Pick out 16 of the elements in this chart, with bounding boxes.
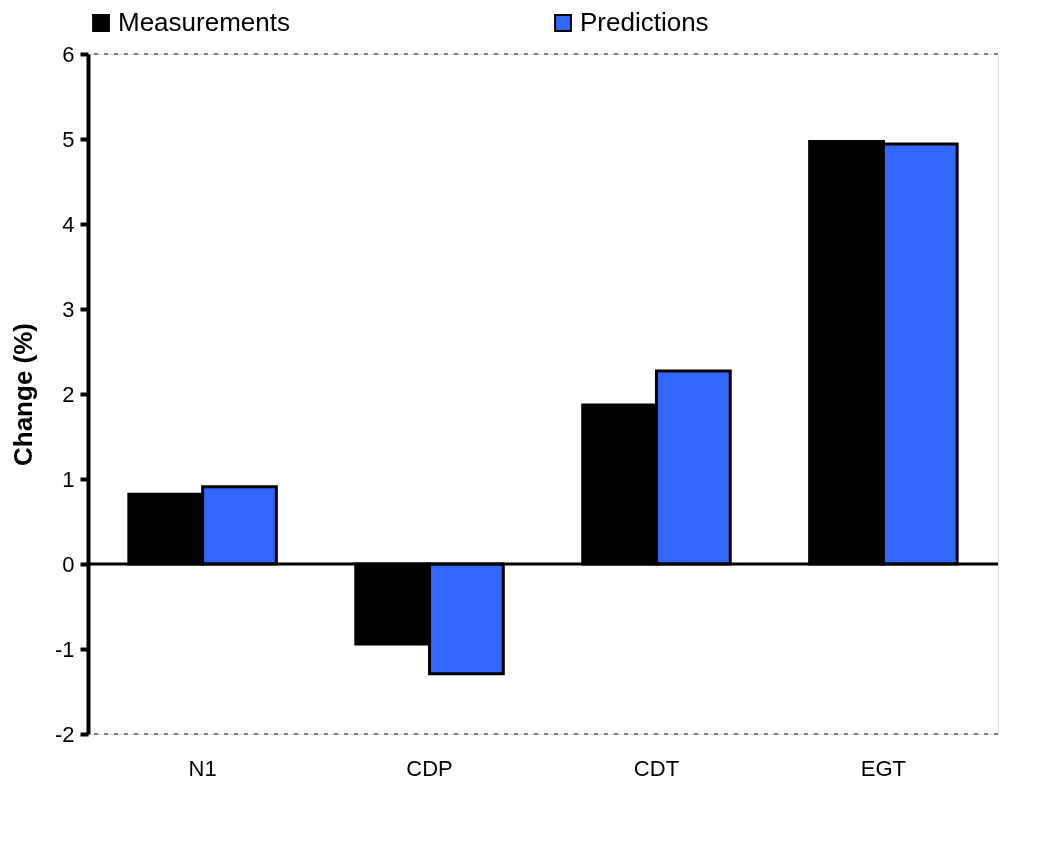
y-tick-label: 4 (62, 211, 75, 237)
y-tick-label: -1 (54, 636, 75, 662)
y-tick-label: 3 (62, 296, 75, 322)
y-tick-label: 0 (62, 551, 75, 577)
x-tick-label: CDT (633, 755, 680, 781)
x-tick-label: CDP (406, 755, 453, 781)
x-tick-label: EGT (860, 755, 907, 781)
y-tick-label: 1 (62, 466, 75, 492)
x-tick-label: N1 (188, 755, 217, 781)
y-axis-title: Change (%) (7, 323, 38, 466)
y-tick-label: 6 (62, 41, 75, 67)
y-tick-label: -2 (54, 721, 75, 747)
y-tick-label: 5 (62, 126, 75, 152)
legend-label: Predictions (580, 7, 709, 37)
legend-label: Measurements (118, 7, 290, 37)
y-tick-label: 2 (62, 381, 75, 407)
